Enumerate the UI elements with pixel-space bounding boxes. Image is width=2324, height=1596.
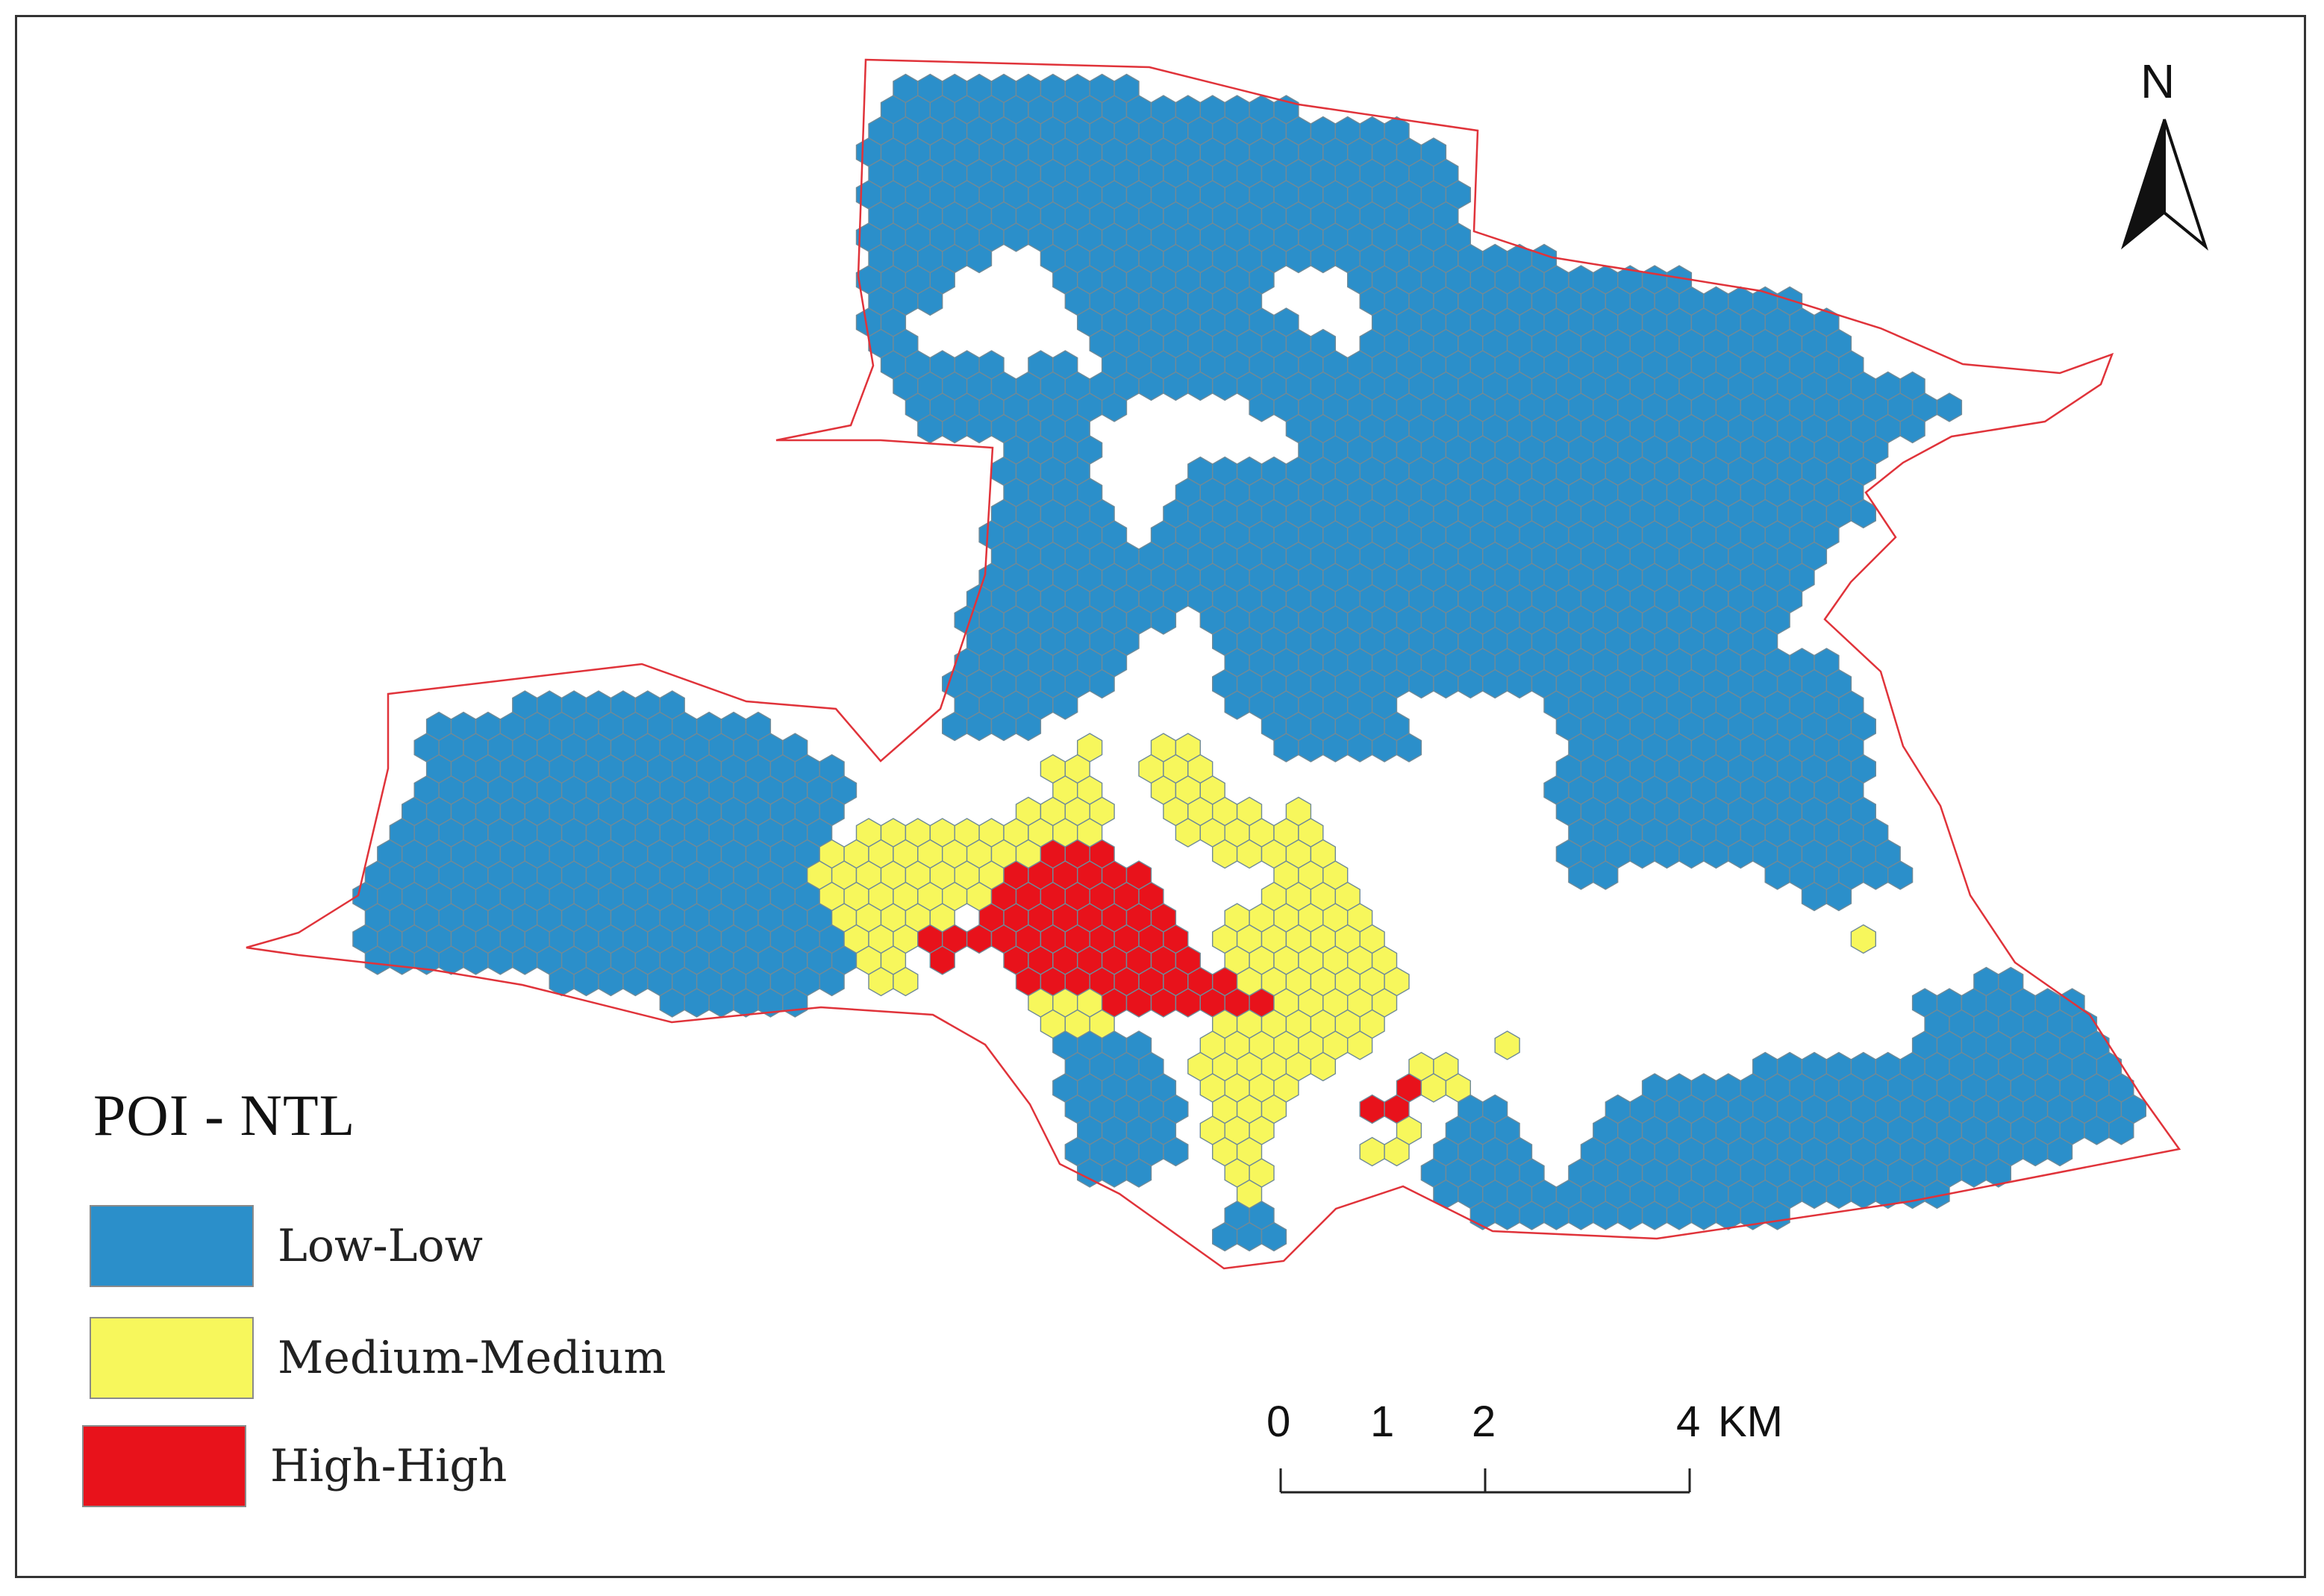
legend-title: POI - NTL — [93, 1083, 356, 1148]
legend-swatch-low-low — [90, 1205, 254, 1287]
scale-bar — [1279, 1468, 1691, 1494]
hexagon-cell-low-low — [1924, 1179, 1950, 1209]
hexagon-grid-layer — [352, 73, 2147, 1252]
hexagon-cell-low-low — [1125, 1158, 1152, 1188]
hexagon-cell-low-low — [2046, 1136, 2073, 1167]
legend-swatch-high-high — [82, 1425, 246, 1507]
hexagon-cell-low-low — [1985, 1158, 2012, 1188]
hexagon-cell-low-low — [1825, 881, 1852, 912]
scale-tick-4: 4 — [1676, 1398, 1701, 1446]
hexagon-cell-low-low — [1936, 392, 1963, 422]
hexagon-cell-medium-medium — [1346, 1030, 1373, 1060]
hexagon-cell-low-low — [1150, 605, 1177, 635]
legend-swatch-medium-medium — [90, 1317, 254, 1399]
scale-tick-2: 2 — [1472, 1398, 1496, 1446]
hexagon-cell-medium-medium — [1850, 924, 1877, 954]
hexagon-cell-low-low — [966, 243, 993, 274]
scale-tick-0: 0 — [1266, 1398, 1291, 1446]
north-arrow-icon — [2121, 119, 2208, 251]
scale-tick-1: 1 — [1370, 1398, 1395, 1446]
legend-label-low-low: Low-Low — [278, 1220, 483, 1272]
hexagon-cell-low-low — [1163, 1136, 1189, 1167]
hexagon-cell-high-high — [1359, 1094, 1385, 1124]
hexagon-cell-low-low — [2108, 1115, 2134, 1145]
study-area-boundary — [246, 58, 2181, 1270]
hexagon-cell-low-low — [917, 286, 943, 316]
hexagon-cell-low-low — [1052, 690, 1078, 720]
hexagon-cell-low-low — [1101, 392, 1128, 422]
legend-label-medium-medium: Medium-Medium — [278, 1332, 666, 1384]
hexagon-cell-low-low — [1593, 860, 1619, 890]
hexagon-cell-medium-medium — [1494, 1030, 1520, 1060]
hexagon-cell-medium-medium — [1384, 1136, 1410, 1167]
hexagon-cell-low-low — [1089, 669, 1115, 699]
hexagon-cell-medium-medium — [1359, 1136, 1385, 1167]
scale-unit: KM — [1718, 1398, 1783, 1446]
legend-label-high-high: High-High — [270, 1440, 507, 1492]
hexagon-cell-low-low — [1015, 711, 1042, 742]
hexagon-cell-low-low — [1261, 1221, 1287, 1252]
north-label: N — [2140, 54, 2175, 108]
hexagon-cell-high-high — [929, 945, 955, 975]
hexagon-cell-low-low — [1899, 413, 1925, 444]
hexagon-cell-medium-medium — [893, 966, 919, 997]
hexagon-cell-medium-medium — [1310, 1051, 1337, 1082]
hexagon-cell-low-low — [819, 966, 845, 997]
hexagon-cell-low-low — [1887, 860, 1914, 890]
hexagon-cell-low-low — [1396, 733, 1422, 763]
